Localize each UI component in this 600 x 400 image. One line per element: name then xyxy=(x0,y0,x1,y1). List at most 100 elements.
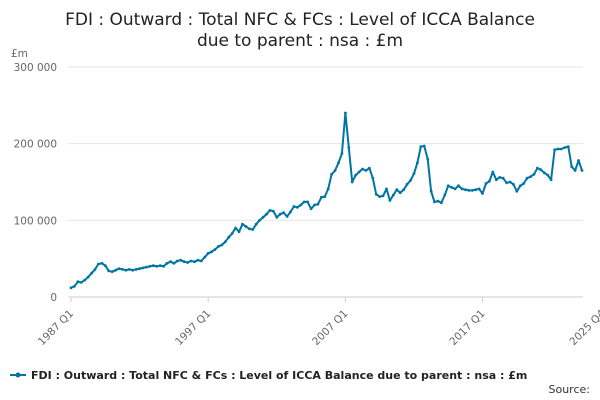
data-point xyxy=(553,148,556,152)
data-point xyxy=(556,147,560,151)
data-point xyxy=(289,210,292,214)
data-point xyxy=(261,215,265,219)
series-line xyxy=(70,112,583,289)
data-point xyxy=(446,184,450,188)
data-point xyxy=(131,268,135,272)
data-point xyxy=(470,189,474,192)
data-point xyxy=(223,240,227,244)
data-point xyxy=(450,186,454,189)
data-point xyxy=(433,200,436,204)
data-point xyxy=(498,176,502,179)
data-point xyxy=(494,178,498,182)
x-axis-ticks: 1987 Q1 1997 Q1 2007 Q1 2017 Q1 2025 Q4 xyxy=(36,297,600,348)
data-point xyxy=(566,145,570,149)
data-point xyxy=(206,251,210,255)
data-point xyxy=(371,176,375,180)
data-point xyxy=(278,212,282,216)
data-point xyxy=(90,271,93,275)
data-point xyxy=(392,193,395,197)
data-point xyxy=(237,230,241,234)
legend-label: FDI : Outward : Total NFC & FCs : Level … xyxy=(31,369,527,382)
y-tick-label: 100 000 xyxy=(14,215,57,227)
data-point xyxy=(525,176,529,180)
data-point xyxy=(121,268,124,271)
legend[interactable]: FDI : Outward : Total NFC & FCs : Level … xyxy=(10,369,527,382)
data-point xyxy=(354,173,358,177)
data-point xyxy=(103,264,107,267)
data-point xyxy=(477,187,481,191)
data-point xyxy=(97,262,100,266)
data-point xyxy=(210,250,214,254)
data-point xyxy=(316,202,320,206)
data-point xyxy=(83,278,87,282)
data-point xyxy=(86,275,90,279)
data-point xyxy=(422,144,426,148)
data-point xyxy=(467,189,471,192)
data-point xyxy=(230,232,234,235)
data-point xyxy=(416,161,419,165)
data-point xyxy=(189,259,193,263)
data-point xyxy=(546,173,550,177)
x-tick-label: 1997 Q1 xyxy=(173,308,213,348)
data-point xyxy=(175,259,179,263)
data-point xyxy=(419,145,423,149)
data-point xyxy=(460,187,464,191)
data-point xyxy=(69,286,73,290)
data-point xyxy=(182,260,186,264)
data-point xyxy=(138,267,142,270)
data-point xyxy=(522,182,526,185)
data-point xyxy=(258,218,261,222)
data-point xyxy=(320,195,323,199)
data-point xyxy=(158,264,162,267)
series-group xyxy=(69,111,584,290)
data-point xyxy=(299,203,303,207)
chart-title-line-2: due to parent : nsa : £m xyxy=(197,31,403,51)
data-point xyxy=(333,169,337,172)
x-tick-label: 2007 Q1 xyxy=(310,308,350,348)
gridlines xyxy=(68,66,583,221)
data-point xyxy=(501,176,505,180)
chart-title-line-1: FDI : Outward : Total NFC & FCs : Level … xyxy=(65,10,535,30)
data-point xyxy=(93,268,97,271)
data-point xyxy=(302,200,306,204)
data-point xyxy=(179,258,183,262)
data-point xyxy=(491,170,495,174)
data-point xyxy=(169,260,172,264)
data-point xyxy=(395,188,399,192)
data-point xyxy=(117,267,121,270)
data-point xyxy=(292,205,296,208)
data-point xyxy=(549,178,553,182)
data-point xyxy=(282,211,285,215)
data-point xyxy=(251,228,255,231)
data-point xyxy=(323,195,327,199)
data-point xyxy=(340,152,344,156)
data-point xyxy=(309,207,313,211)
data-point xyxy=(570,165,574,169)
data-point xyxy=(508,180,512,184)
data-point xyxy=(374,192,378,196)
data-point xyxy=(227,235,231,239)
data-point xyxy=(573,169,577,172)
data-point xyxy=(124,268,128,272)
data-point xyxy=(488,179,491,183)
data-point xyxy=(285,215,289,218)
y-axis-ticks: 0 100 000 200 000 300 000 xyxy=(14,62,57,304)
data-point xyxy=(385,187,388,191)
y-tick-label: 300 000 xyxy=(14,62,57,74)
data-point xyxy=(409,179,412,182)
data-point xyxy=(388,199,392,202)
data-point xyxy=(481,192,484,195)
data-point xyxy=(577,159,580,162)
data-point xyxy=(203,255,207,259)
source-label: Source: xyxy=(549,383,591,396)
data-point xyxy=(145,265,148,269)
data-point xyxy=(357,170,361,174)
x-tick-label: 2017 Q1 xyxy=(447,308,487,348)
data-point xyxy=(241,222,244,226)
data-point xyxy=(378,195,382,199)
data-point xyxy=(518,184,522,188)
data-point xyxy=(295,205,299,209)
data-point xyxy=(217,245,220,248)
data-point xyxy=(539,168,543,172)
